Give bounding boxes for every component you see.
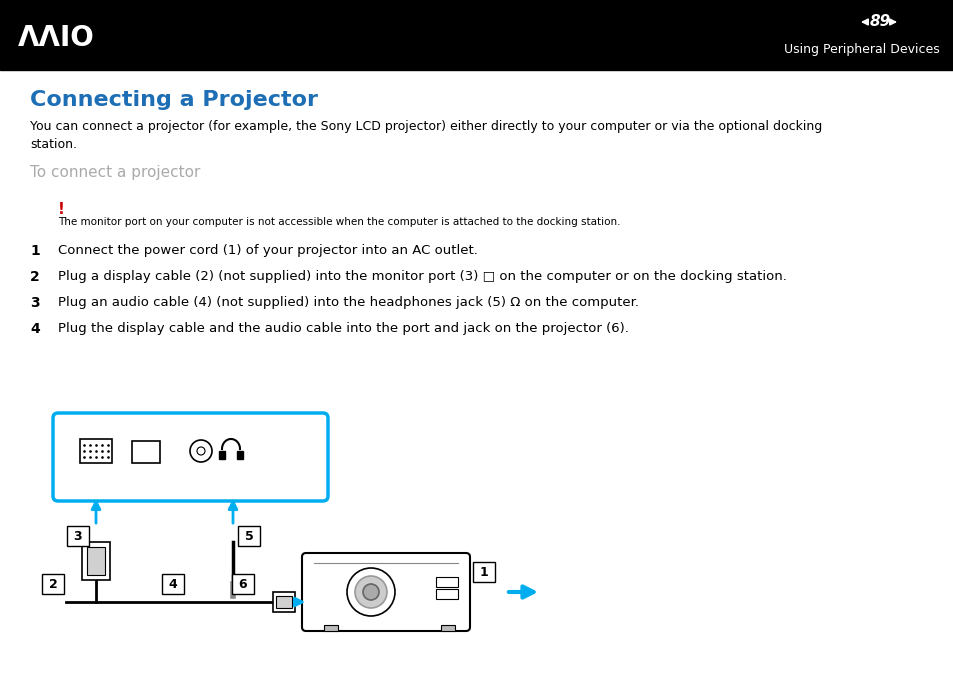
FancyBboxPatch shape — [53, 413, 328, 501]
Text: Plug an audio cable (4) (not supplied) into the headphones jack (5) Ω on the com: Plug an audio cable (4) (not supplied) i… — [58, 296, 639, 309]
Bar — [436, 589, 457, 599]
Text: 89: 89 — [868, 15, 890, 30]
Bar — [275, 596, 292, 608]
Text: Plug a display cable (2) (not supplied) into the monitor port (3) □ on the compu: Plug a display cable (2) (not supplied) … — [58, 270, 786, 283]
Text: Using Peripheral Devices: Using Peripheral Devices — [783, 44, 939, 57]
FancyBboxPatch shape — [473, 562, 495, 582]
Circle shape — [190, 440, 212, 462]
Bar — [219, 451, 225, 459]
Bar — [82, 542, 110, 580]
Circle shape — [347, 568, 395, 616]
Circle shape — [363, 584, 378, 600]
Text: 4: 4 — [169, 578, 177, 590]
Text: 1: 1 — [30, 244, 40, 258]
Bar — [436, 577, 457, 587]
FancyBboxPatch shape — [232, 574, 253, 594]
FancyBboxPatch shape — [302, 553, 470, 631]
Bar — [87, 547, 105, 575]
Text: To connect a projector: To connect a projector — [30, 165, 200, 180]
Text: 2: 2 — [49, 578, 57, 590]
Text: The monitor port on your computer is not accessible when the computer is attache: The monitor port on your computer is not… — [58, 217, 619, 227]
Text: You can connect a projector (for example, the Sony LCD projector) either directl: You can connect a projector (for example… — [30, 120, 821, 151]
Bar — [80, 439, 112, 463]
Bar — [440, 625, 455, 631]
Text: ɅΛIO: ɅΛIO — [18, 24, 94, 52]
Bar — [132, 441, 160, 463]
Text: Connecting a Projector: Connecting a Projector — [30, 90, 317, 110]
FancyBboxPatch shape — [162, 574, 184, 594]
FancyBboxPatch shape — [237, 526, 260, 546]
Text: Connect the power cord (1) of your projector into an AC outlet.: Connect the power cord (1) of your proje… — [58, 244, 477, 257]
Text: 1: 1 — [479, 565, 488, 578]
Circle shape — [355, 576, 387, 608]
Bar — [273, 592, 294, 612]
Text: 3: 3 — [30, 296, 40, 310]
Bar — [324, 625, 337, 631]
Text: 5: 5 — [244, 530, 253, 543]
FancyBboxPatch shape — [67, 526, 89, 546]
Bar — [236, 451, 243, 459]
FancyBboxPatch shape — [42, 574, 64, 594]
Text: Plug the display cable and the audio cable into the port and jack on the project: Plug the display cable and the audio cab… — [58, 322, 628, 335]
Text: 6: 6 — [238, 578, 247, 590]
Text: 3: 3 — [73, 530, 82, 543]
Text: !: ! — [58, 202, 65, 217]
Bar — [0, 0, 953, 70]
Circle shape — [196, 447, 205, 455]
Text: 4: 4 — [30, 322, 40, 336]
Text: 2: 2 — [30, 270, 40, 284]
